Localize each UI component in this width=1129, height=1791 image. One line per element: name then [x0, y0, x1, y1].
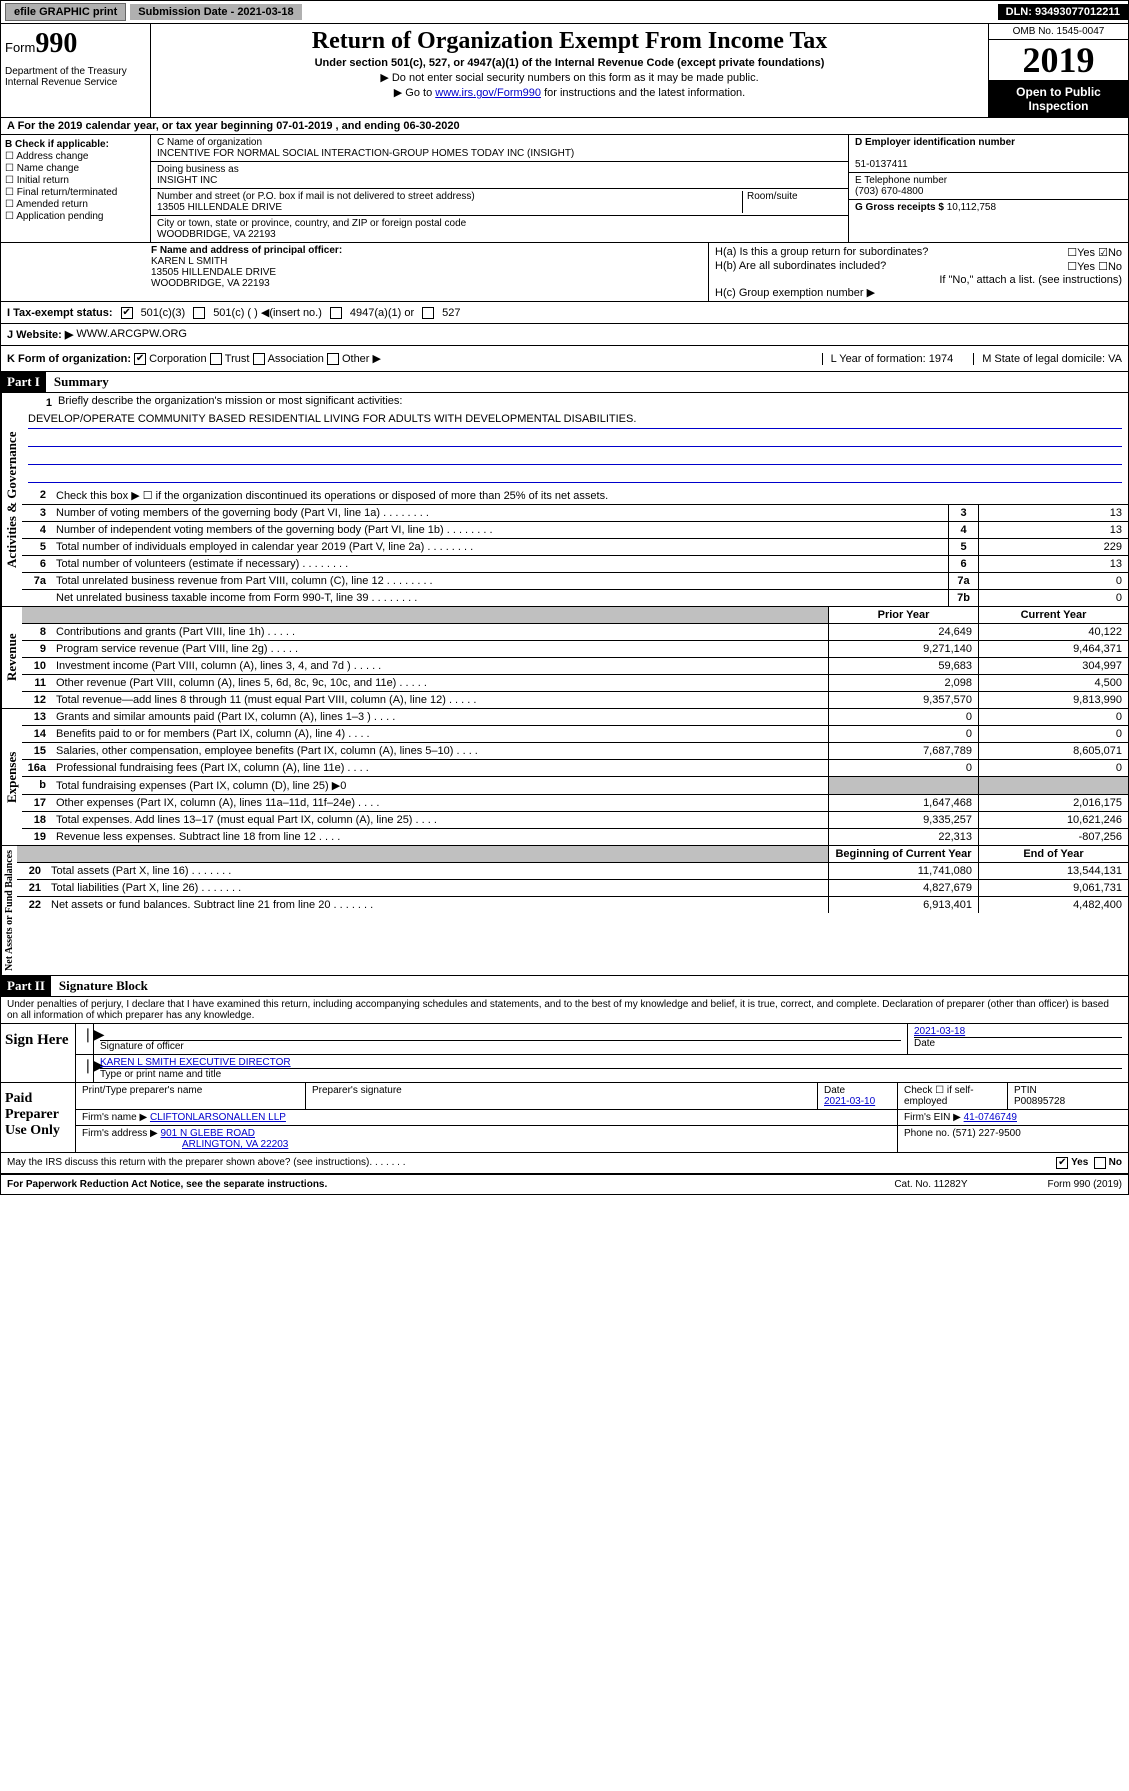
checkbox-501c3[interactable] [121, 307, 133, 319]
open-public-badge: Open to Public Inspection [989, 81, 1128, 117]
discuss-yes[interactable] [1056, 1157, 1068, 1169]
dept-label: Department of the Treasury Internal Reve… [5, 66, 146, 88]
row-k: K Form of organization: Corporation Trus… [1, 345, 1128, 371]
paid-preparer-label: Paid Preparer Use Only [1, 1083, 76, 1152]
tax-year: 2019 [989, 40, 1128, 81]
irs-link[interactable]: www.irs.gov/Form990 [435, 87, 541, 99]
note-ssn: ▶ Do not enter social security numbers o… [155, 71, 984, 84]
row-i: I Tax-exempt status: 501(c)(3) 501(c) ( … [1, 301, 1128, 323]
tab-revenue: Revenue [1, 607, 22, 708]
mission-text: DEVELOP/OPERATE COMMUNITY BASED RESIDENT… [28, 413, 1122, 429]
form-number: Form990 [5, 28, 146, 60]
cb-assoc[interactable] [253, 353, 265, 365]
efile-button[interactable]: efile GRAPHIC print [5, 3, 126, 21]
tab-netassets: Net Assets or Fund Balances [1, 846, 17, 975]
cb-trust[interactable] [210, 353, 222, 365]
part1-title: Summary [46, 372, 117, 392]
topbar: efile GRAPHIC print Submission Date - 20… [0, 0, 1129, 24]
sig-date: 2021-03-18 [914, 1026, 965, 1037]
note-link: ▶ Go to www.irs.gov/Form990 for instruct… [155, 86, 984, 99]
form-title: Return of Organization Exempt From Incom… [155, 28, 984, 55]
box-b: B Check if applicable: ☐ Address change … [1, 135, 151, 242]
tab-expenses: Expenses [1, 709, 22, 845]
year-formation: L Year of formation: 1974 [822, 353, 954, 365]
box-c: C Name of organizationINCENTIVE FOR NORM… [151, 135, 848, 242]
box-h: H(a) Is this a group return for subordin… [708, 243, 1128, 301]
sign-here-label: Sign Here [1, 1024, 76, 1082]
cb-corp[interactable] [134, 353, 146, 365]
part1-header: Part I [1, 372, 46, 392]
line-a: A For the 2019 calendar year, or tax yea… [1, 117, 1128, 134]
checkbox-527[interactable] [422, 307, 434, 319]
cb-other[interactable] [327, 353, 339, 365]
checkbox-4947[interactable] [330, 307, 342, 319]
discuss-no[interactable] [1094, 1157, 1106, 1169]
form-main: Form990 Department of the Treasury Inter… [0, 24, 1129, 1195]
tab-governance: Activities & Governance [1, 393, 22, 606]
sig-declaration: Under penalties of perjury, I declare th… [1, 997, 1128, 1023]
part2-header: Part II [1, 976, 51, 996]
omb-number: OMB No. 1545-0047 [989, 24, 1128, 40]
footer: For Paperwork Reduction Act Notice, see … [1, 1173, 1128, 1194]
box-d-e-g: D Employer identification number51-01374… [848, 135, 1128, 242]
form-subtitle: Under section 501(c), 527, or 4947(a)(1)… [155, 57, 984, 69]
submission-date: Submission Date - 2021-03-18 [130, 4, 301, 20]
state-domicile: M State of legal domicile: VA [973, 353, 1122, 365]
checkbox-501c[interactable] [193, 307, 205, 319]
row-j: J Website: ▶ WWW.ARCGPW.ORG [1, 323, 1128, 345]
box-f: F Name and address of principal officer:… [1, 243, 708, 301]
dln-label: DLN: 93493077012211 [998, 4, 1128, 20]
discuss-row: May the IRS discuss this return with the… [1, 1152, 1128, 1173]
part2-title: Signature Block [51, 976, 156, 996]
